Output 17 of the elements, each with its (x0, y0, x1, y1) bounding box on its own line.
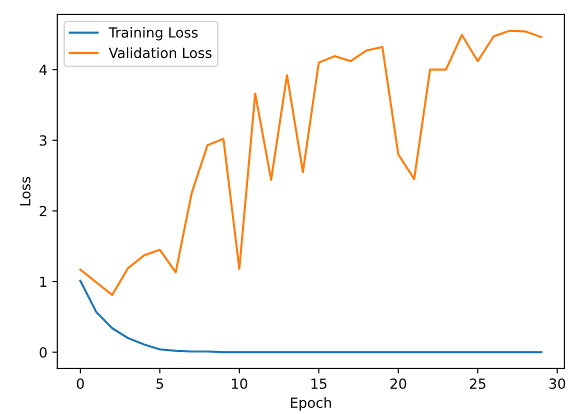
x-tick-label: 25 (470, 378, 486, 389)
y-tick-label: 2 (40, 206, 46, 216)
legend-label: Validation Loss (108, 47, 212, 58)
y-tick-label: 4 (39, 64, 47, 75)
y-axis-title: Loss (20, 176, 30, 206)
legend-label: Training Loss (108, 26, 198, 40)
x-tick-label: 0 (76, 378, 84, 389)
x-axis-title: Epoch (290, 397, 331, 411)
y-tick-label: 0 (40, 347, 47, 358)
x-tick-label: 10 (232, 378, 248, 389)
x-tick-label: 5 (156, 378, 164, 389)
x-tick-label: 15 (311, 378, 326, 389)
line-series (79, 280, 542, 354)
y-tick-label: 3 (40, 135, 46, 146)
x-tick-label: 30 (549, 378, 566, 389)
y-tick-label: 1 (40, 276, 46, 287)
x-tick-label: 20 (390, 378, 406, 389)
